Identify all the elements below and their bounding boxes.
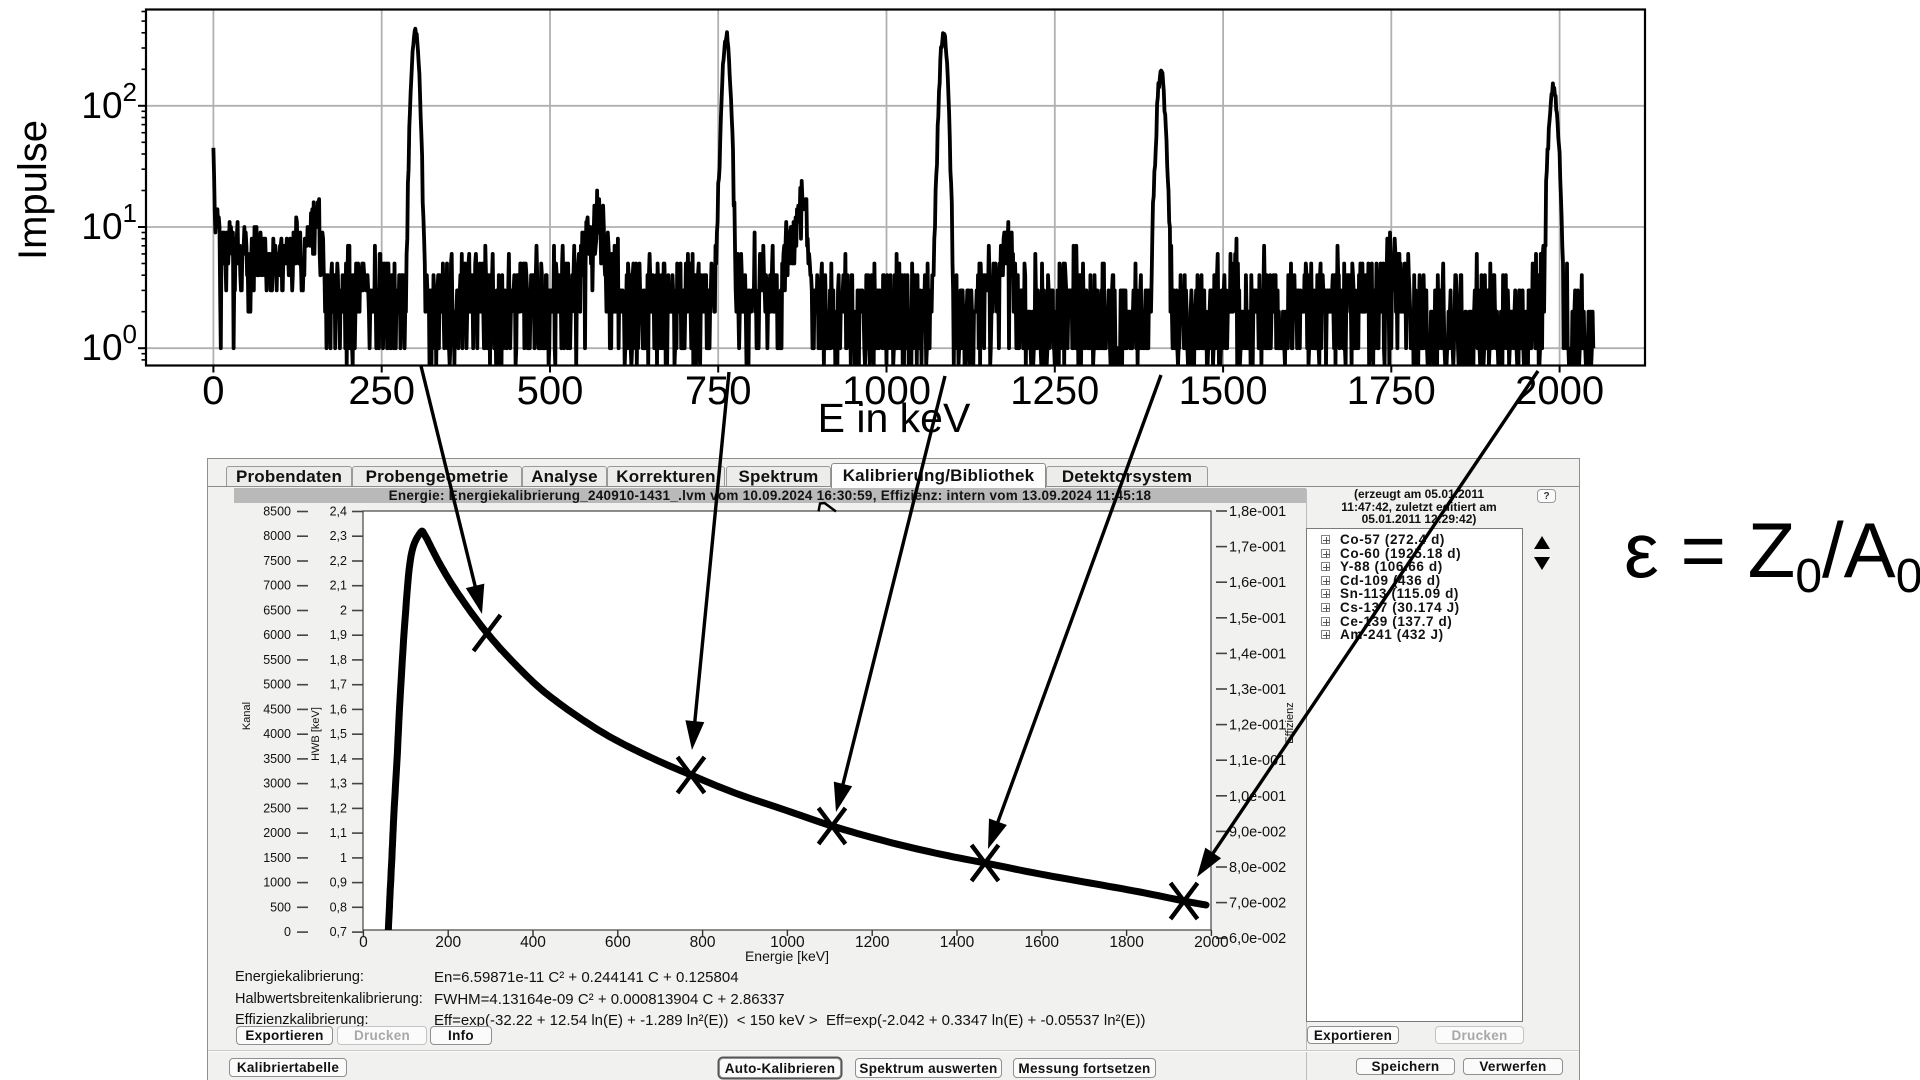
svg-text:0: 0 <box>202 369 224 413</box>
svg-text:1,3: 1,3 <box>330 777 347 791</box>
svg-text:1500: 1500 <box>1179 369 1268 413</box>
svg-text:1: 1 <box>340 851 347 865</box>
svg-text:200: 200 <box>435 934 461 951</box>
svg-text:1000: 1000 <box>770 934 805 951</box>
svg-text:500: 500 <box>270 900 291 914</box>
svg-text:5000: 5000 <box>263 678 291 692</box>
svg-text:1,5e-001: 1,5e-001 <box>1229 611 1286 627</box>
svg-text:1,2e-001: 1,2e-001 <box>1229 718 1286 734</box>
svg-text:2,1: 2,1 <box>330 579 347 593</box>
svg-text:100: 100 <box>81 319 137 368</box>
svg-text:6000: 6000 <box>263 628 291 642</box>
svg-text:9,0e-002: 9,0e-002 <box>1229 824 1286 840</box>
svg-text:1,3e-001: 1,3e-001 <box>1229 682 1286 698</box>
svg-text:Kanal: Kanal <box>241 702 253 730</box>
svg-text:8000: 8000 <box>263 529 291 543</box>
svg-text:1750: 1750 <box>1347 369 1436 413</box>
svg-text:1000: 1000 <box>842 369 931 413</box>
svg-text:2500: 2500 <box>263 801 291 815</box>
svg-text:102: 102 <box>81 77 137 126</box>
svg-text:400: 400 <box>520 934 546 951</box>
svg-text:250: 250 <box>348 369 415 413</box>
svg-text:101: 101 <box>81 198 137 247</box>
svg-text:0,8: 0,8 <box>330 900 347 914</box>
svg-text:Energie [keV]: Energie [keV] <box>745 948 829 964</box>
svg-text:1,6: 1,6 <box>330 702 347 716</box>
svg-text:4000: 4000 <box>263 727 291 741</box>
svg-text:Impulse: Impulse <box>11 120 55 260</box>
svg-text:HWB [keV]: HWB [keV] <box>310 707 322 761</box>
svg-text:6500: 6500 <box>263 604 291 618</box>
svg-text:750: 750 <box>685 369 752 413</box>
svg-text:800: 800 <box>690 934 716 951</box>
svg-text:2000: 2000 <box>1194 934 1229 951</box>
svg-text:0,9: 0,9 <box>330 876 347 890</box>
svg-text:0,7: 0,7 <box>330 925 347 939</box>
svg-text:5500: 5500 <box>263 653 291 667</box>
svg-text:1,7e-001: 1,7e-001 <box>1229 540 1286 556</box>
svg-text:1000: 1000 <box>263 876 291 890</box>
svg-text:1250: 1250 <box>1010 369 1099 413</box>
svg-text:1200: 1200 <box>855 934 890 951</box>
svg-text:1,4e-001: 1,4e-001 <box>1229 646 1286 662</box>
svg-text:1800: 1800 <box>1109 934 1144 951</box>
svg-text:3000: 3000 <box>263 777 291 791</box>
svg-text:1,5: 1,5 <box>330 727 347 741</box>
svg-text:1,7: 1,7 <box>330 678 347 692</box>
svg-text:E in keV: E in keV <box>818 395 971 441</box>
svg-text:2: 2 <box>340 604 347 618</box>
svg-text:7500: 7500 <box>263 554 291 568</box>
svg-text:2,4: 2,4 <box>330 505 347 519</box>
svg-text:3500: 3500 <box>263 752 291 766</box>
svg-text:1,8e-001: 1,8e-001 <box>1229 504 1286 520</box>
svg-text:6,0e-002: 6,0e-002 <box>1229 931 1286 947</box>
svg-text:500: 500 <box>517 369 584 413</box>
svg-text:0: 0 <box>284 925 291 939</box>
svg-text:1500: 1500 <box>263 851 291 865</box>
svg-text:1,8: 1,8 <box>330 653 347 667</box>
svg-text:1,6e-001: 1,6e-001 <box>1229 575 1286 591</box>
svg-text:2,3: 2,3 <box>330 529 347 543</box>
svg-text:0: 0 <box>359 934 368 951</box>
svg-text:8,0e-002: 8,0e-002 <box>1229 860 1286 876</box>
svg-text:2,2: 2,2 <box>330 554 347 568</box>
svg-text:1,1: 1,1 <box>330 826 347 840</box>
svg-text:7,0e-002: 7,0e-002 <box>1229 896 1286 912</box>
svg-text:8500: 8500 <box>263 505 291 519</box>
svg-text:1600: 1600 <box>1025 934 1060 951</box>
svg-text:2000: 2000 <box>1515 369 1604 413</box>
svg-text:1,0e-001: 1,0e-001 <box>1229 789 1286 805</box>
svg-text:1,9: 1,9 <box>330 628 347 642</box>
svg-text:7000: 7000 <box>263 579 291 593</box>
svg-text:600: 600 <box>605 934 631 951</box>
svg-text:2000: 2000 <box>263 826 291 840</box>
svg-text:4500: 4500 <box>263 702 291 716</box>
svg-text:1400: 1400 <box>940 934 975 951</box>
svg-text:1,2: 1,2 <box>330 801 347 815</box>
svg-text:1,4: 1,4 <box>330 752 347 766</box>
